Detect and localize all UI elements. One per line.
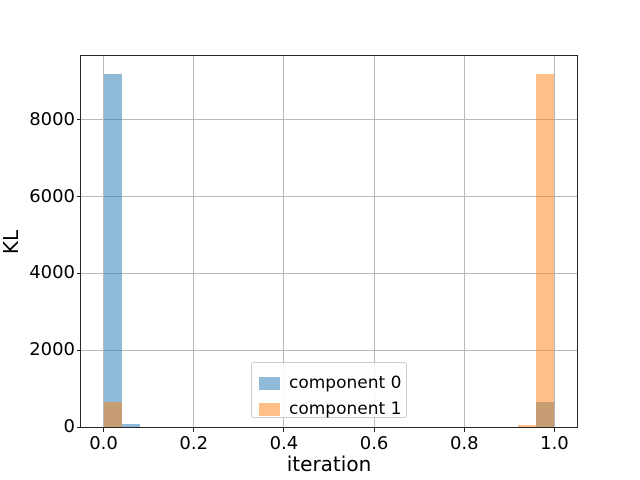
x-axis-label: iteration (286, 452, 372, 476)
x-tick-label: 1.0 (540, 433, 569, 454)
x-tick-mark (463, 428, 465, 432)
x-tick-mark (553, 428, 555, 432)
x-tick-mark (193, 428, 195, 432)
grid-line-vertical (373, 56, 375, 427)
x-tick-mark (103, 428, 105, 432)
x-tick-mark (283, 428, 285, 432)
y-tick-mark (77, 272, 81, 274)
grid-line-horizontal (81, 119, 577, 121)
histogram-bar-series-0 (103, 73, 122, 427)
histogram-bar-series-0 (121, 423, 140, 427)
grid-line-vertical (283, 56, 285, 427)
x-tick-label: 0.6 (359, 433, 389, 454)
y-tick-mark (77, 349, 81, 351)
x-tick-label: 0.2 (179, 433, 209, 454)
grid-line-vertical (463, 56, 465, 427)
legend-swatch-component-1 (259, 402, 280, 416)
histogram-bar-series-1 (536, 73, 555, 427)
legend-item-component-0: component 0 (259, 370, 406, 396)
grid-line-horizontal (81, 426, 577, 427)
x-tick-label: 0.8 (449, 433, 479, 454)
histogram-bar-series-1 (518, 425, 537, 427)
legend-item-component-1: component 1 (259, 396, 406, 422)
grid-line-vertical (193, 56, 195, 427)
y-tick-label: 2000 (29, 339, 75, 361)
legend-label-component-0: component 0 (289, 373, 402, 393)
y-tick-mark (77, 119, 81, 121)
legend: component 0 component 1 (251, 362, 407, 419)
y-tick-label: 4000 (29, 262, 75, 284)
legend-label-component-1: component 1 (289, 399, 402, 419)
grid-line-horizontal (81, 196, 577, 198)
histogram-bar-series-1 (103, 402, 122, 427)
y-tick-label: 8000 (29, 108, 75, 130)
grid-line-horizontal (81, 272, 577, 274)
x-tick-label: 0.0 (89, 433, 118, 454)
x-tick-mark (373, 428, 375, 432)
y-tick-label: 6000 (29, 185, 75, 207)
y-tick-label: 0 (63, 416, 75, 437)
legend-swatch-component-0 (259, 376, 280, 390)
grid-line-horizontal (81, 349, 577, 351)
grid-line-vertical (553, 56, 555, 427)
y-tick-mark (77, 426, 81, 428)
x-tick-label: 0.4 (269, 433, 299, 454)
y-tick-mark (77, 196, 81, 198)
